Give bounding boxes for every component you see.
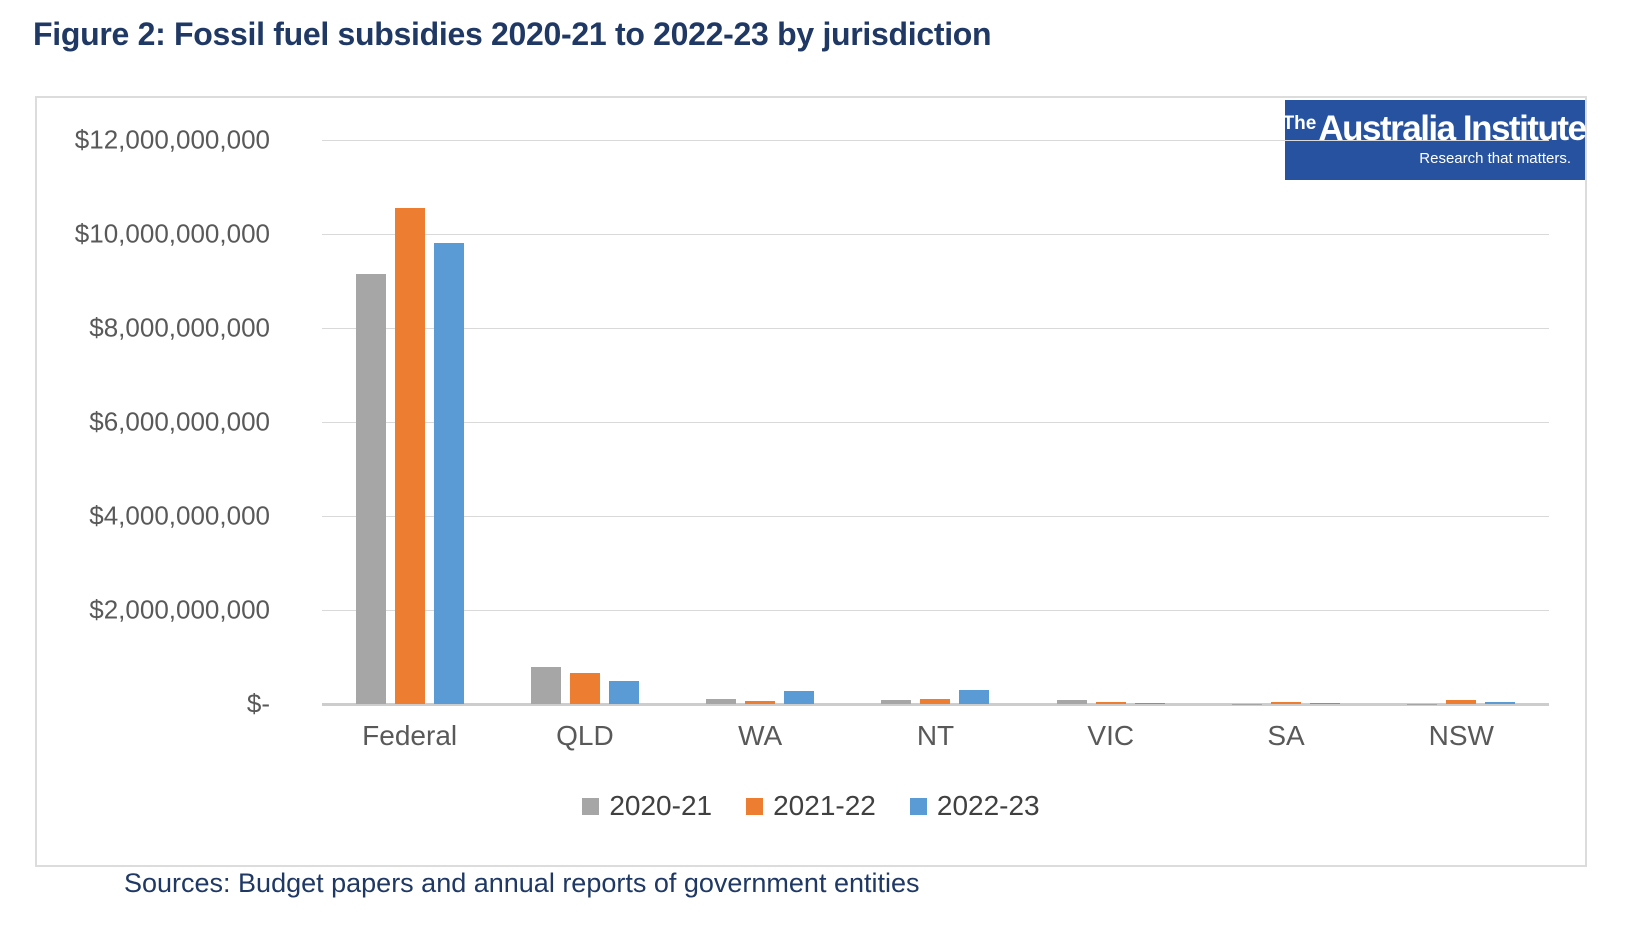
chart-frame: The Australia Institute Research that ma… bbox=[35, 96, 1587, 867]
legend-swatch-2020-21 bbox=[582, 797, 600, 815]
legend: 2020-21 2021-22 2022-23 bbox=[37, 790, 1585, 822]
legend-item-2022-23: 2022-23 bbox=[909, 790, 1040, 822]
plot-area bbox=[322, 139, 1549, 706]
legend-label-2021-22: 2021-22 bbox=[773, 790, 876, 821]
bar-wa-2020-21 bbox=[706, 698, 737, 704]
bar-sa-2021-22 bbox=[1271, 702, 1302, 704]
x-category-label-sa: SA bbox=[1267, 720, 1305, 751]
bar-group-qld bbox=[497, 140, 672, 704]
sources-note: Sources: Budget papers and annual report… bbox=[124, 868, 920, 898]
bar-qld-2020-21 bbox=[530, 666, 561, 704]
y-tick-label: $12,000,000,000 bbox=[74, 124, 270, 155]
x-category-label-wa: WA bbox=[738, 720, 783, 751]
logo-tagline: Research that matters. bbox=[1419, 150, 1571, 167]
x-axis: Federal QLD WA NT VIC SA NSW bbox=[322, 720, 1549, 752]
bar-group-federal bbox=[322, 140, 497, 704]
bar-series-area bbox=[322, 140, 1549, 704]
bar-group-vic bbox=[1023, 140, 1198, 704]
bar-qld-2022-23 bbox=[608, 680, 639, 704]
bar-group-nsw bbox=[1374, 140, 1549, 704]
gridline bbox=[322, 233, 1549, 235]
bar-qld-2021-22 bbox=[569, 673, 600, 704]
gridline bbox=[322, 421, 1549, 423]
gridline bbox=[322, 515, 1549, 517]
bar-wa-2022-23 bbox=[784, 690, 815, 704]
y-tick-label: $4,000,000,000 bbox=[89, 500, 270, 531]
bar-nsw-2021-22 bbox=[1446, 700, 1477, 704]
bar-vic-2020-21 bbox=[1056, 700, 1087, 704]
bar-wa-2021-22 bbox=[745, 700, 776, 704]
figure-title: Figure 2: Fossil fuel subsidies 2020-21 … bbox=[33, 16, 992, 52]
x-category-label-vic: VIC bbox=[1087, 720, 1135, 751]
bar-federal-2020-21 bbox=[355, 273, 386, 704]
y-tick-label: $10,000,000,000 bbox=[74, 218, 270, 249]
x-category-label-qld: QLD bbox=[556, 720, 614, 751]
y-tick-label: $2,000,000,000 bbox=[89, 594, 270, 625]
legend-swatch-2022-23 bbox=[909, 797, 927, 815]
legend-swatch-2021-22 bbox=[746, 797, 764, 815]
y-tick-label: $6,000,000,000 bbox=[89, 406, 270, 437]
x-category-label-nsw: NSW bbox=[1428, 720, 1494, 751]
x-category-label-nt: NT bbox=[916, 720, 955, 751]
bar-federal-2021-22 bbox=[394, 208, 425, 704]
x-axis-line bbox=[322, 703, 1549, 706]
legend-item-2020-21: 2020-21 bbox=[582, 790, 712, 822]
bar-group-nt bbox=[848, 140, 1023, 704]
gridline bbox=[322, 139, 1549, 141]
y-tick-label: $- bbox=[246, 688, 270, 719]
bar-federal-2022-23 bbox=[433, 243, 464, 704]
bar-sa-2022-23 bbox=[1310, 702, 1341, 704]
bar-vic-2022-23 bbox=[1134, 702, 1165, 704]
legend-label-2022-23: 2022-23 bbox=[936, 790, 1040, 821]
legend-label-2020-21: 2020-21 bbox=[609, 790, 713, 821]
bar-nt-2021-22 bbox=[920, 698, 951, 704]
bar-nt-2022-23 bbox=[959, 690, 990, 704]
bar-nsw-2022-23 bbox=[1485, 702, 1516, 704]
gridline bbox=[322, 609, 1549, 611]
logo-prefix: The bbox=[1282, 113, 1317, 134]
gridline bbox=[322, 327, 1549, 329]
x-category-label-federal: Federal bbox=[362, 720, 458, 751]
bar-group-sa bbox=[1198, 140, 1373, 704]
y-tick-label: $8,000,000,000 bbox=[89, 312, 270, 343]
bar-vic-2021-22 bbox=[1095, 702, 1126, 704]
bar-group-wa bbox=[673, 140, 848, 704]
legend-item-2021-22: 2021-22 bbox=[746, 790, 876, 822]
y-axis: $12,000,000,000 $10,000,000,000 $8,000,000… bbox=[37, 125, 270, 719]
bar-nt-2020-21 bbox=[881, 700, 912, 704]
